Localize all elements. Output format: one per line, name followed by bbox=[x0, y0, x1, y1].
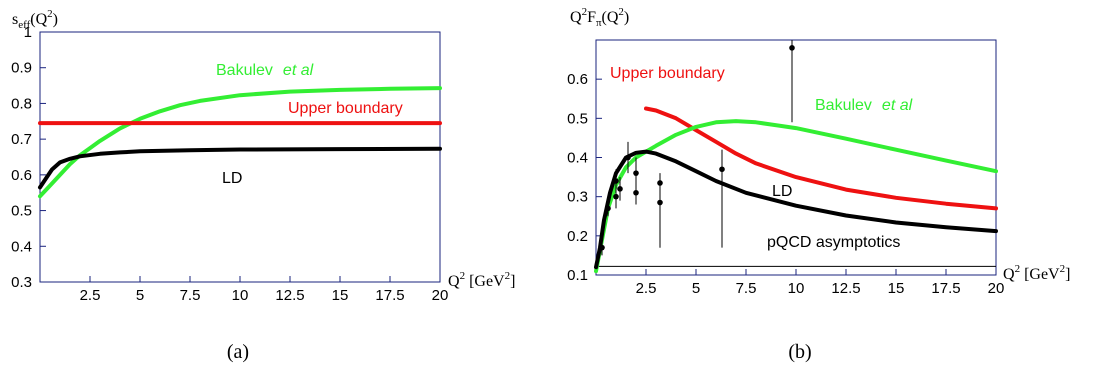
y-tick-label: 0.5 bbox=[567, 110, 588, 127]
panel-b-x-axis-label: Q2 [GeV2] bbox=[1003, 263, 1070, 283]
data-point bbox=[657, 199, 663, 206]
y-tick-label: 0.1 bbox=[567, 267, 588, 284]
x-tick-label: 5 bbox=[692, 280, 700, 297]
data-point bbox=[633, 189, 639, 196]
panel-b-y-axis-label: Q2Fπ(Q2) bbox=[570, 6, 629, 29]
series-line-bakulev bbox=[594, 119, 998, 274]
panel-a-x-axis-label: Q2 [GeV2] bbox=[448, 270, 515, 290]
data-point bbox=[605, 205, 611, 212]
x-tick-label: 5 bbox=[136, 287, 144, 304]
series-label-ld-a: LD bbox=[222, 170, 242, 187]
x-tick-label: 10 bbox=[788, 280, 805, 297]
series-line-ld bbox=[38, 146, 442, 190]
x-tick-label: 20 bbox=[432, 287, 449, 304]
data-point bbox=[789, 45, 795, 51]
data-point bbox=[657, 180, 663, 186]
x-tick-label: 12.5 bbox=[831, 280, 860, 297]
y-tick-label: 1 bbox=[24, 24, 32, 41]
data-point bbox=[599, 244, 605, 251]
data-point bbox=[613, 193, 619, 200]
x-tick-label: 7.5 bbox=[736, 280, 757, 297]
series-line-ld bbox=[594, 149, 998, 270]
y-tick-label: 0.3 bbox=[11, 274, 32, 291]
x-tick-label: 20 bbox=[988, 280, 1005, 297]
y-tick-label: 0.6 bbox=[567, 71, 588, 88]
x-tick-label: 15 bbox=[888, 280, 905, 297]
y-tick-label: 0.2 bbox=[567, 228, 588, 245]
data-point bbox=[633, 170, 639, 176]
series-label-upper-boundary-b: Upper boundary bbox=[610, 65, 725, 82]
x-tick-label: 17.5 bbox=[375, 287, 404, 304]
y-tick-label: 0.4 bbox=[567, 150, 588, 167]
y-tick-label: 0.9 bbox=[11, 60, 32, 77]
x-tick-label: 15 bbox=[332, 287, 349, 304]
y-tick-label: 0.4 bbox=[11, 238, 32, 255]
x-tick-label: 12.5 bbox=[275, 287, 304, 304]
caption-b: (b) bbox=[788, 341, 811, 363]
y-tick-label: 0.5 bbox=[11, 203, 32, 220]
x-tick-label: 2.5 bbox=[80, 287, 101, 304]
caption-a: (a) bbox=[227, 341, 249, 363]
data-point bbox=[719, 166, 725, 173]
x-tick-label: 10 bbox=[232, 287, 249, 304]
x-tick-label: 2.5 bbox=[636, 280, 657, 297]
series-label-upper-boundary-a: Upper boundary bbox=[288, 100, 403, 117]
series-line-bakulev bbox=[38, 86, 442, 199]
y-tick-label: 0.6 bbox=[11, 167, 32, 184]
y-tick-label: 0.8 bbox=[11, 95, 32, 112]
panel-a: 2.5 5 7.5 10 12.5 15 17.5 20 0.3 0.4 0.5 0.6 0.7 0.8 0… bbox=[11, 8, 515, 363]
series-label-ld-b: LD bbox=[772, 183, 792, 200]
asymptote-label: pQCD asymptotics bbox=[767, 234, 900, 251]
panel-b-data-points bbox=[599, 40, 795, 256]
panel-a-axes: 2.5 5 7.5 10 12.5 15 17.5 20 0.3 0.4 0.5 0.6 0.7 0.8 0… bbox=[11, 24, 448, 304]
y-tick-label: 0.3 bbox=[567, 189, 588, 206]
data-point bbox=[625, 154, 631, 161]
panel-b: 2.5 5 7.5 10 12.5 15 17.5 200.10.20.30.40.50.6 … bbox=[567, 6, 1070, 363]
panel-b-axes: 2.5 5 7.5 10 12.5 15 17.5 20 0.1 0.2 0.3 0.4 0.5 0.6 bbox=[567, 71, 1004, 297]
panel-b-series bbox=[594, 106, 998, 274]
x-tick-label: 17.5 bbox=[931, 280, 960, 297]
series-label-bakulev-b: Bakulev et al bbox=[815, 97, 913, 114]
panel-a-series bbox=[38, 86, 442, 199]
y-tick-label: 0.7 bbox=[11, 131, 32, 148]
panel-a-y-axis-label: seff(Q2) bbox=[12, 8, 58, 31]
series-line-upper-boundary bbox=[644, 106, 998, 211]
series-label-bakulev-a: Bakulev et al bbox=[216, 62, 314, 79]
data-point bbox=[613, 178, 619, 184]
data-point bbox=[617, 186, 623, 192]
x-tick-label: 7.5 bbox=[180, 287, 201, 304]
